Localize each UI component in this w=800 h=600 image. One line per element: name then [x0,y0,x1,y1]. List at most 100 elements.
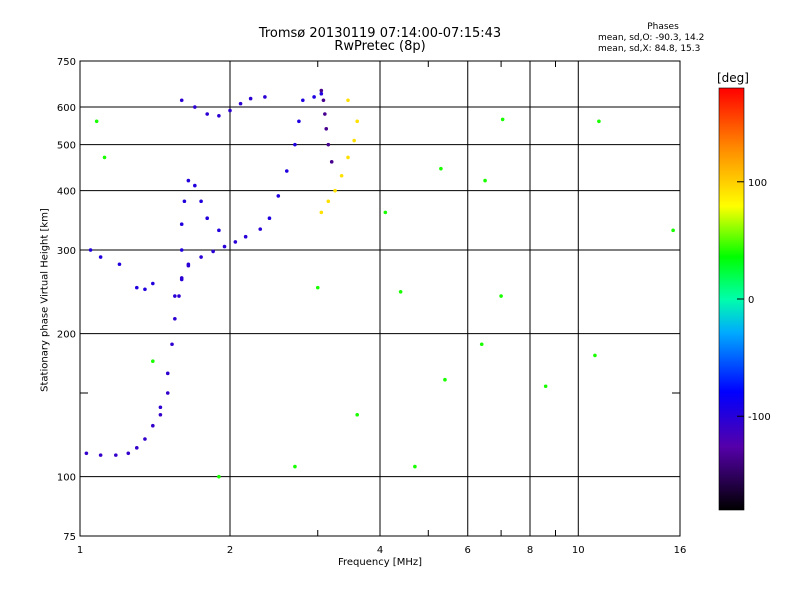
data-point [88,248,93,252]
data-point [315,285,320,290]
data-point [439,166,443,171]
y-tick-label: 300 [57,246,76,257]
y-tick-label: 400 [57,187,76,198]
data-point [297,119,301,124]
data-point [499,294,503,298]
data-point [346,98,350,103]
x-axis-label: Frequency [MHz] [337,557,423,568]
data-point [352,138,356,143]
data-point [326,199,331,204]
data-point [671,228,675,233]
plot-grid [80,61,680,536]
data-point [151,359,155,364]
data-point [165,391,170,395]
x-tick-label: 16 [674,545,687,556]
y-tick-label: 100 [57,473,76,484]
data-point [267,216,272,221]
data-point [193,105,197,109]
colorbar-label: [deg] [717,71,749,85]
colorbar-ticks: 100 0 -100 [737,178,771,423]
data-point [339,173,344,178]
data-point [143,287,147,292]
data-point [158,412,163,417]
data-point [500,117,505,122]
y-tick-label: 750 [57,57,76,68]
chart-title: Tromsø 20130119 07:14:00-07:15:43 [258,26,502,41]
data-point [319,210,324,215]
data-point [248,96,253,101]
data-point [238,101,243,106]
data-point [293,464,297,469]
data-point [126,451,131,456]
x-tick-label: 1 [77,545,83,556]
data-point [94,119,99,124]
data-point [383,210,388,215]
x-tick-label: 2 [227,545,233,556]
phase-stats-o: mean, sd,O: -90.3, 14.2 [598,33,705,43]
data-point [355,119,359,124]
data-point [170,342,174,347]
x-axis-ticks: 1 2 4 6 8 10 16 [77,61,687,556]
data-point [263,95,267,99]
data-point [319,88,324,93]
y-tick-label: 200 [57,330,76,341]
x-tick-label: 8 [527,545,533,556]
data-point [413,464,417,469]
data-point [228,108,232,113]
phase-stats-header: Phases [647,22,679,32]
data-point [205,216,209,221]
phase-stats-x: mean, sd,X: 84.8, 15.3 [598,44,701,54]
data-point [151,281,155,286]
data-point [205,112,209,116]
data-point [346,155,350,160]
data-point [134,285,139,290]
data-point [102,155,107,160]
data-point [173,294,177,298]
data-point [222,244,227,249]
data-point [593,353,597,358]
data-point [179,222,184,227]
data-point [323,112,327,116]
data-point [217,228,221,233]
data-point [84,451,89,456]
data-point [193,183,197,188]
y-tick-label: 500 [57,141,76,152]
data-point [211,249,215,254]
data-point [479,342,484,347]
chart-subtitle: RwPretec (8p) [334,39,426,54]
y-tick-label: 600 [57,103,76,114]
data-point [186,262,191,267]
x-tick-label: 10 [572,545,585,556]
data-point [177,294,181,298]
data-point [134,446,139,450]
colorbar-tick-label: 100 [748,178,767,189]
data-point [301,98,305,103]
data-point [321,98,326,103]
data-point [398,290,403,294]
data-point [143,437,147,441]
data-point [117,262,122,267]
data-point [312,95,316,99]
colorbar-tick-label: 0 [748,295,754,306]
data-point [173,316,177,321]
data-point [597,119,601,124]
data-point [483,178,487,183]
data-point [217,114,221,118]
y-axis-label: Stationary phase Virtual Height [km] [39,208,51,392]
data-point [179,277,184,282]
y-axis-ticks: 75 100 200 300 400 500 600 750 [57,57,680,543]
data-point [199,199,203,204]
data-point [114,453,118,457]
phase-stats: Phases mean, sd,O: -90.3, 14.2 mean, sd,… [598,22,728,55]
data-point [217,474,221,479]
data-point [276,194,281,198]
data-point [233,240,238,244]
data-point [98,255,103,259]
data-point [319,91,324,96]
data-point [98,453,103,457]
data-point [293,142,297,147]
data-point [543,384,548,389]
data-point [324,126,329,131]
data-point [186,178,191,183]
